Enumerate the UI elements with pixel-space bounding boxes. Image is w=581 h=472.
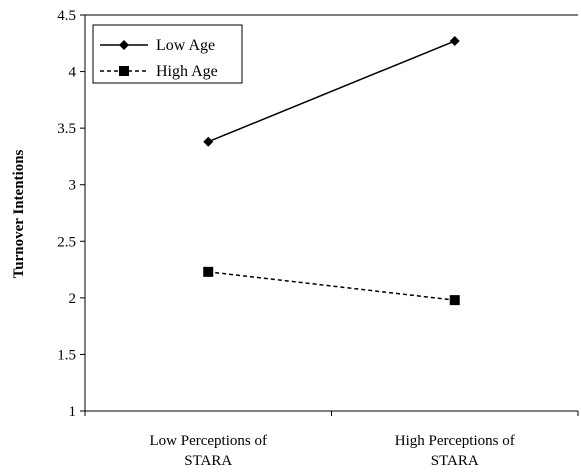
x-tick-label: STARA xyxy=(431,453,479,469)
legend-marker-diamond xyxy=(119,40,129,50)
legend: Low Age High Age xyxy=(92,24,243,84)
y-tick-label: 1 xyxy=(69,404,77,420)
series-group xyxy=(203,36,460,306)
y-tick-label: 3 xyxy=(69,178,77,194)
y-tick-label: 3.5 xyxy=(57,121,76,137)
y-tick-label: 4 xyxy=(69,65,77,81)
x-tick-label: Low Perceptions of xyxy=(150,433,267,449)
legend-label: Low Age xyxy=(156,37,215,54)
series-high-age xyxy=(203,266,460,306)
series-line xyxy=(207,40,456,143)
data-point-square xyxy=(203,266,214,277)
legend-marker-square xyxy=(119,66,129,76)
data-point-diamond xyxy=(449,36,460,47)
y-tick-label: 2 xyxy=(69,291,77,307)
legend-label: High Age xyxy=(156,63,218,80)
data-point-square xyxy=(449,295,460,306)
y-axis-label: Turnover Intentions xyxy=(11,149,27,278)
x-tick-label: High Perceptions of xyxy=(395,433,515,449)
y-axis-ticks: 1 1.5 2 2.5 3 3.5 4 4.5 xyxy=(57,8,85,420)
series-line xyxy=(208,271,455,301)
y-tick-label: 4.5 xyxy=(57,8,76,24)
y-tick-label: 2.5 xyxy=(57,234,76,250)
x-axis-ticks: Low Perceptions of STARA High Perceptions … xyxy=(84,411,579,469)
data-point-diamond xyxy=(203,136,214,147)
x-tick-label: STARA xyxy=(184,453,232,469)
y-tick-label: 1.5 xyxy=(57,347,76,363)
series-low-age xyxy=(203,36,460,147)
legend-box xyxy=(92,24,243,84)
